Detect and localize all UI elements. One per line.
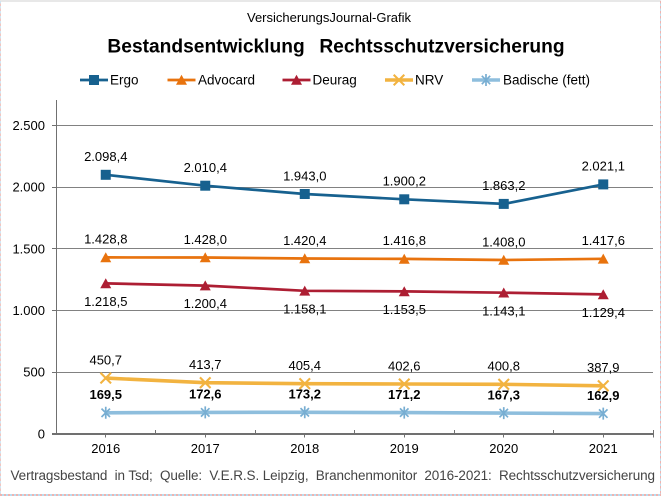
svg-text:402,6: 402,6 [388, 358, 421, 373]
svg-text:1.420,4: 1.420,4 [283, 233, 326, 248]
svg-text:1.416,8: 1.416,8 [383, 233, 426, 248]
svg-text:2.500: 2.500 [12, 118, 45, 133]
svg-text:2020: 2020 [489, 441, 518, 456]
svg-text:2021: 2021 [589, 441, 618, 456]
svg-text:1.153,5: 1.153,5 [383, 302, 426, 317]
svg-text:1.428,0: 1.428,0 [184, 232, 227, 247]
svg-text:167,3: 167,3 [487, 387, 520, 402]
svg-text:450,7: 450,7 [89, 352, 122, 367]
svg-text:2.021,1: 2.021,1 [582, 159, 625, 174]
svg-text:172,6: 172,6 [189, 387, 222, 402]
svg-text:173,2: 173,2 [288, 387, 321, 402]
svg-text:2.098,4: 2.098,4 [84, 149, 127, 164]
svg-text:NRV: NRV [415, 73, 443, 88]
svg-text:Vertragsbestand in Tsd; Quel: Vertragsbestand in Tsd; Quelle: V.E.R.S.… [11, 468, 655, 483]
svg-text:162,9: 162,9 [587, 388, 620, 403]
svg-text:171,2: 171,2 [388, 387, 421, 402]
svg-text:387,9: 387,9 [587, 360, 620, 375]
svg-text:1.000: 1.000 [12, 303, 45, 318]
svg-text:1.500: 1.500 [12, 241, 45, 256]
svg-text:1.900,2: 1.900,2 [383, 174, 426, 189]
svg-text:400,8: 400,8 [487, 359, 520, 374]
svg-text:1.863,2: 1.863,2 [482, 178, 525, 193]
svg-text:405,4: 405,4 [288, 358, 321, 373]
svg-text:1.417,6: 1.417,6 [582, 233, 625, 248]
svg-text:1.200,4: 1.200,4 [184, 296, 227, 311]
svg-text:Deurag: Deurag [313, 73, 357, 88]
svg-text:1.143,1: 1.143,1 [482, 303, 525, 318]
svg-text:1.943,0: 1.943,0 [283, 168, 326, 183]
svg-text:1.129,4: 1.129,4 [582, 305, 625, 320]
svg-text:2019: 2019 [390, 441, 419, 456]
svg-text:1.408,0: 1.408,0 [482, 234, 525, 249]
svg-text:Bestandsentwicklung Rechtssch: Bestandsentwicklung Rechtsschutzversiche… [107, 36, 564, 57]
svg-text:413,7: 413,7 [189, 357, 222, 372]
svg-text:VersicherungsJournal-Grafik: VersicherungsJournal-Grafik [247, 10, 412, 25]
svg-text:2.000: 2.000 [12, 180, 45, 195]
svg-text:1.218,5: 1.218,5 [84, 294, 127, 309]
svg-text:Advocard: Advocard [198, 73, 255, 88]
svg-text:Ergo: Ergo [110, 73, 139, 88]
svg-text:Badische (fett): Badische (fett) [503, 73, 590, 88]
svg-text:169,5: 169,5 [89, 387, 122, 402]
svg-text:1.158,1: 1.158,1 [283, 301, 326, 316]
svg-text:0: 0 [38, 426, 45, 441]
svg-text:500: 500 [23, 365, 45, 380]
svg-text:2.010,4: 2.010,4 [184, 160, 227, 175]
svg-text:1.428,8: 1.428,8 [84, 232, 127, 247]
svg-text:2017: 2017 [191, 441, 220, 456]
svg-text:2018: 2018 [290, 441, 319, 456]
svg-text:2016: 2016 [91, 441, 120, 456]
